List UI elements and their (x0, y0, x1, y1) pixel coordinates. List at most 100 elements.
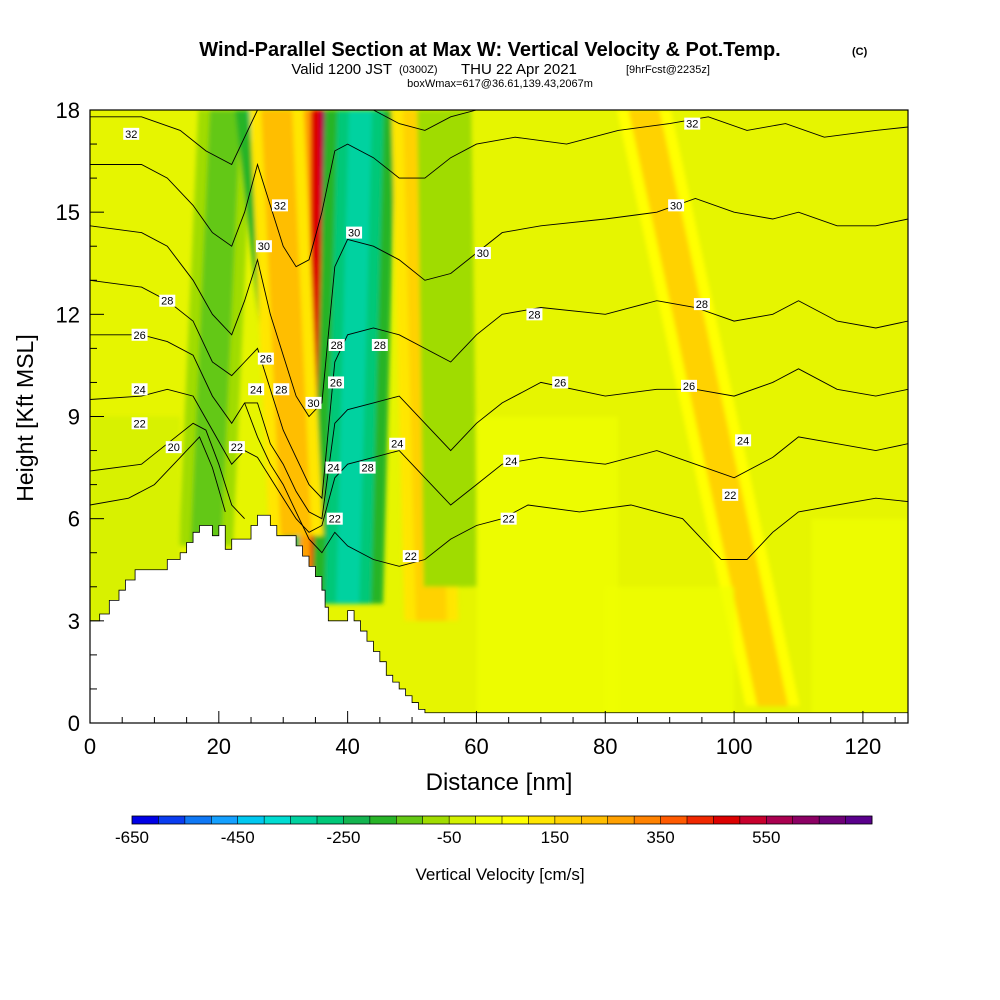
colorbar-segment (264, 816, 291, 824)
potential-temperature-contours (90, 110, 908, 567)
isentrope-33 (90, 110, 258, 166)
contour-label-text: 22 (503, 514, 515, 526)
w-patch (476, 416, 619, 723)
colorbar-segment (687, 816, 714, 824)
contour-label-text: 24 (133, 384, 145, 396)
w-band-updraft-4 (628, 110, 789, 706)
colorbar-segment (713, 816, 741, 824)
y-tick-label: 12 (56, 302, 80, 327)
colorbar-tick-label: -450 (221, 828, 255, 847)
colorbar-segment (528, 816, 556, 824)
isentrope-33 (373, 110, 477, 131)
contour-label: 32 (684, 117, 701, 131)
contour-label-text: 26 (133, 330, 145, 342)
contour-label: 26 (681, 379, 698, 393)
w-patch (811, 518, 908, 723)
contour-label-text: 22 (405, 551, 417, 563)
colorbar-segment (660, 816, 688, 824)
contour-label: 24 (503, 454, 520, 468)
contour-label-text: 24 (250, 384, 262, 396)
isentrope-26 (90, 334, 908, 520)
contour-label-text: 26 (683, 381, 695, 393)
colorbar-segment (845, 816, 873, 824)
w-patch (605, 586, 735, 723)
terrain (90, 514, 908, 723)
subtitle-prefix: Valid 1200 JST (291, 61, 392, 78)
colorbar-segment (211, 816, 239, 824)
contour-label-text: 26 (554, 377, 566, 389)
chart-title: Wind-Parallel Section at Max W: Vertical… (199, 39, 780, 61)
subtitle: Valid 1200 JST (0300Z) THU 22 Apr 2021 [… (291, 61, 710, 78)
contour-label-text: 22 (133, 418, 145, 430)
y-tick-label: 18 (56, 98, 80, 123)
contour-label-text: 28 (331, 340, 343, 352)
contour-label-text: 32 (686, 119, 698, 131)
colorbar-segment (132, 816, 159, 824)
contour-label-text: 22 (329, 514, 341, 526)
contour-label-text: 24 (505, 456, 517, 468)
x-tick-label: 0 (84, 734, 96, 759)
contour-label: 30 (668, 199, 685, 212)
colorbar-tick-label: -50 (437, 828, 462, 847)
contour-label: 24 (131, 383, 148, 396)
isentrope-24 (90, 388, 908, 533)
colorbar-segment (502, 816, 529, 824)
contour-label: 32 (123, 127, 140, 141)
subtitle-forecast: [9hrFcst@2235z] (626, 64, 710, 76)
contour-label-text: 22 (724, 490, 736, 502)
contour-label-text: 32 (274, 200, 286, 212)
w-band-downdraft-4 (428, 110, 467, 587)
contour-label: 28 (371, 338, 388, 352)
title-mark: (C) (852, 46, 868, 58)
contour-label: 22 (722, 488, 739, 502)
contour-label-text: 30 (258, 241, 270, 253)
contour-label: 24 (325, 461, 342, 475)
colorbar-segment (819, 816, 846, 824)
isentrope-22 (244, 402, 908, 567)
subtitle-utc: (0300Z) (399, 64, 438, 76)
contour-label: 22 (326, 512, 343, 526)
contour-label-text: 28 (528, 309, 540, 321)
isentrope-22 (90, 422, 245, 520)
contour-label: 22 (500, 512, 517, 526)
colorbar-tick-label: 350 (646, 828, 674, 847)
colorbar-segment (422, 816, 450, 824)
vertical-velocity-field (90, 110, 908, 723)
colorbar-segment (396, 816, 424, 824)
x-tick-label: 100 (716, 734, 753, 759)
contour-label-text: 30 (477, 248, 489, 260)
contour-label-text: 20 (168, 442, 180, 454)
contour-label: 32 (272, 199, 289, 212)
colorbar-segment (317, 816, 344, 824)
contour-label: 28 (273, 383, 290, 396)
y-axis-label: Height [Kft MSL] (12, 334, 38, 501)
box-info: boxWmax=617@36.61,139.43,2067m (407, 78, 593, 90)
contour-label: 24 (248, 383, 265, 396)
colorbar-segment (158, 816, 186, 824)
y-tick-label: 15 (56, 200, 80, 225)
x-tick-label: 60 (464, 734, 488, 759)
colorbar-segment (475, 816, 503, 824)
y-tick-label: 0 (68, 711, 80, 736)
colorbar-segment (607, 816, 635, 824)
y-axis-ticks: 0 3 6 9 12 15 18 (56, 98, 104, 736)
contour-label: 30 (474, 247, 491, 260)
colorbar-tick-label: -650 (115, 828, 149, 847)
isentrope-32 (90, 116, 908, 268)
colorbar-segment (739, 816, 767, 824)
subtitle-date: THU 22 Apr 2021 (461, 61, 577, 78)
contour-label-text: 26 (260, 354, 272, 366)
w-band-downdraft-3 (336, 110, 373, 604)
contour-label-text: 30 (348, 228, 360, 240)
colorbar-tick-label: 150 (541, 828, 569, 847)
contour-label-text: 26 (330, 377, 342, 389)
contour-label: 28 (328, 338, 345, 352)
colorbar-segment (766, 816, 794, 824)
contour-label: 28 (526, 308, 543, 321)
contour-label-text: 24 (737, 435, 749, 447)
contour-label: 28 (359, 461, 376, 475)
y-tick-label: 9 (68, 405, 80, 430)
isentrope-30 (90, 198, 908, 418)
isentrope-20 (90, 436, 226, 513)
